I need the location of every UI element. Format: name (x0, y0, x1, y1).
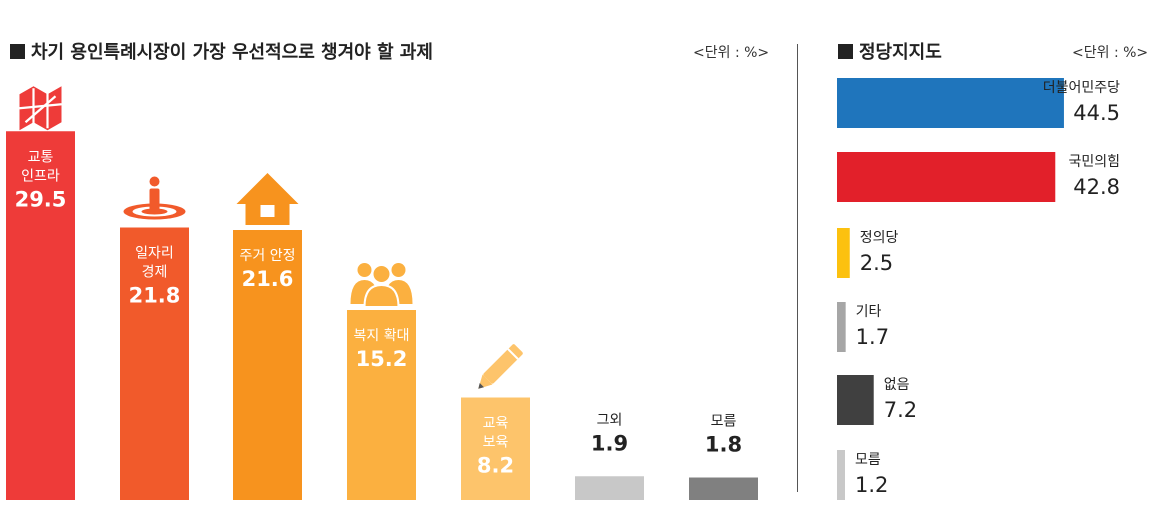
party-support-chart: 더불어민주당 44.5 국민의힘 42.8 정의당 2.5 기타 1.7 없음 7.2 모름 1.2 (837, 78, 1120, 500)
bar-group: 복지 확대 15.2 (347, 310, 416, 500)
category-label: 인프라 (21, 168, 60, 184)
house-icon (236, 173, 299, 225)
value-label: 21.6 (242, 267, 294, 291)
party-bar-group: 기타 1.7 (837, 302, 889, 352)
category-label: 일자리 (135, 246, 174, 262)
category-label: 주거 안정 (240, 248, 296, 264)
party-bar (837, 228, 850, 278)
bar-group: 주거 안정 21.6 (233, 230, 302, 500)
party-value-label: 1.2 (855, 473, 888, 497)
left-chart-title: 차기 용인특례시장이 가장 우선적으로 챙겨야 할 과제 (10, 38, 433, 64)
party-name-label: 국민의힘 (1068, 154, 1120, 170)
value-label: 1.9 (591, 431, 628, 455)
bar (120, 227, 189, 500)
category-label: 보육 (483, 435, 509, 451)
value-label: 15.2 (356, 347, 408, 371)
bar (575, 476, 644, 500)
bar (347, 310, 416, 500)
pencil-icon (478, 344, 523, 389)
party-name-label: 없음 (884, 377, 910, 393)
value-label: 21.8 (129, 284, 181, 308)
category-label: 교육 (483, 416, 509, 432)
party-bar-group: 없음 7.2 (837, 375, 917, 425)
category-label: 경제 (142, 265, 168, 281)
people-icon (350, 263, 413, 308)
party-bar-group: 모름 1.2 (837, 450, 888, 500)
party-bar-group: 국민의힘 42.8 (837, 152, 1120, 202)
bar (689, 477, 758, 500)
party-bar (837, 450, 845, 500)
party-bar (837, 78, 1064, 128)
party-bar (837, 375, 874, 425)
job-pin-icon (123, 176, 186, 220)
right-title-text: 정당지지도 (859, 42, 942, 63)
value-label: 8.2 (477, 454, 514, 478)
map-icon (19, 86, 62, 131)
party-bar (837, 152, 1056, 202)
party-value-label: 2.5 (860, 251, 893, 275)
bar (233, 230, 302, 500)
title-square-marker (838, 44, 853, 59)
party-name-label: 기타 (856, 304, 882, 320)
party-value-label: 1.7 (856, 325, 889, 349)
value-label: 1.8 (705, 433, 742, 457)
value-label: 29.5 (15, 187, 67, 211)
bar-group: 그외 1.9 (575, 412, 644, 500)
party-value-label: 7.2 (884, 398, 917, 422)
party-bar-group: 더불어민주당 44.5 (837, 78, 1120, 128)
party-name-label: 더불어민주당 (1043, 80, 1120, 96)
category-label: 교통 (28, 149, 54, 165)
title-square-marker (10, 44, 25, 59)
bar (461, 397, 530, 500)
category-label: 모름 (711, 414, 737, 430)
left-title-text: 차기 용인특례시장이 가장 우선적으로 챙겨야 할 과제 (31, 42, 433, 63)
bar (6, 131, 75, 500)
party-value-label: 44.5 (1073, 101, 1120, 125)
party-name-label: 정의당 (860, 230, 899, 246)
party-value-label: 42.8 (1073, 175, 1120, 199)
left-unit-label: <단위 : %> (693, 45, 770, 61)
chart-divider (797, 44, 798, 492)
bar-group: 모름 1.8 (689, 414, 758, 500)
party-bar (837, 302, 846, 352)
party-name-label: 모름 (855, 452, 881, 468)
right-unit-label: <단위 : %> (1072, 45, 1149, 61)
party-bar-group: 정의당 2.5 (837, 228, 899, 278)
category-label: 복지 확대 (354, 328, 410, 344)
category-label: 그외 (597, 412, 623, 428)
right-chart-title: 정당지지도 (838, 38, 942, 64)
